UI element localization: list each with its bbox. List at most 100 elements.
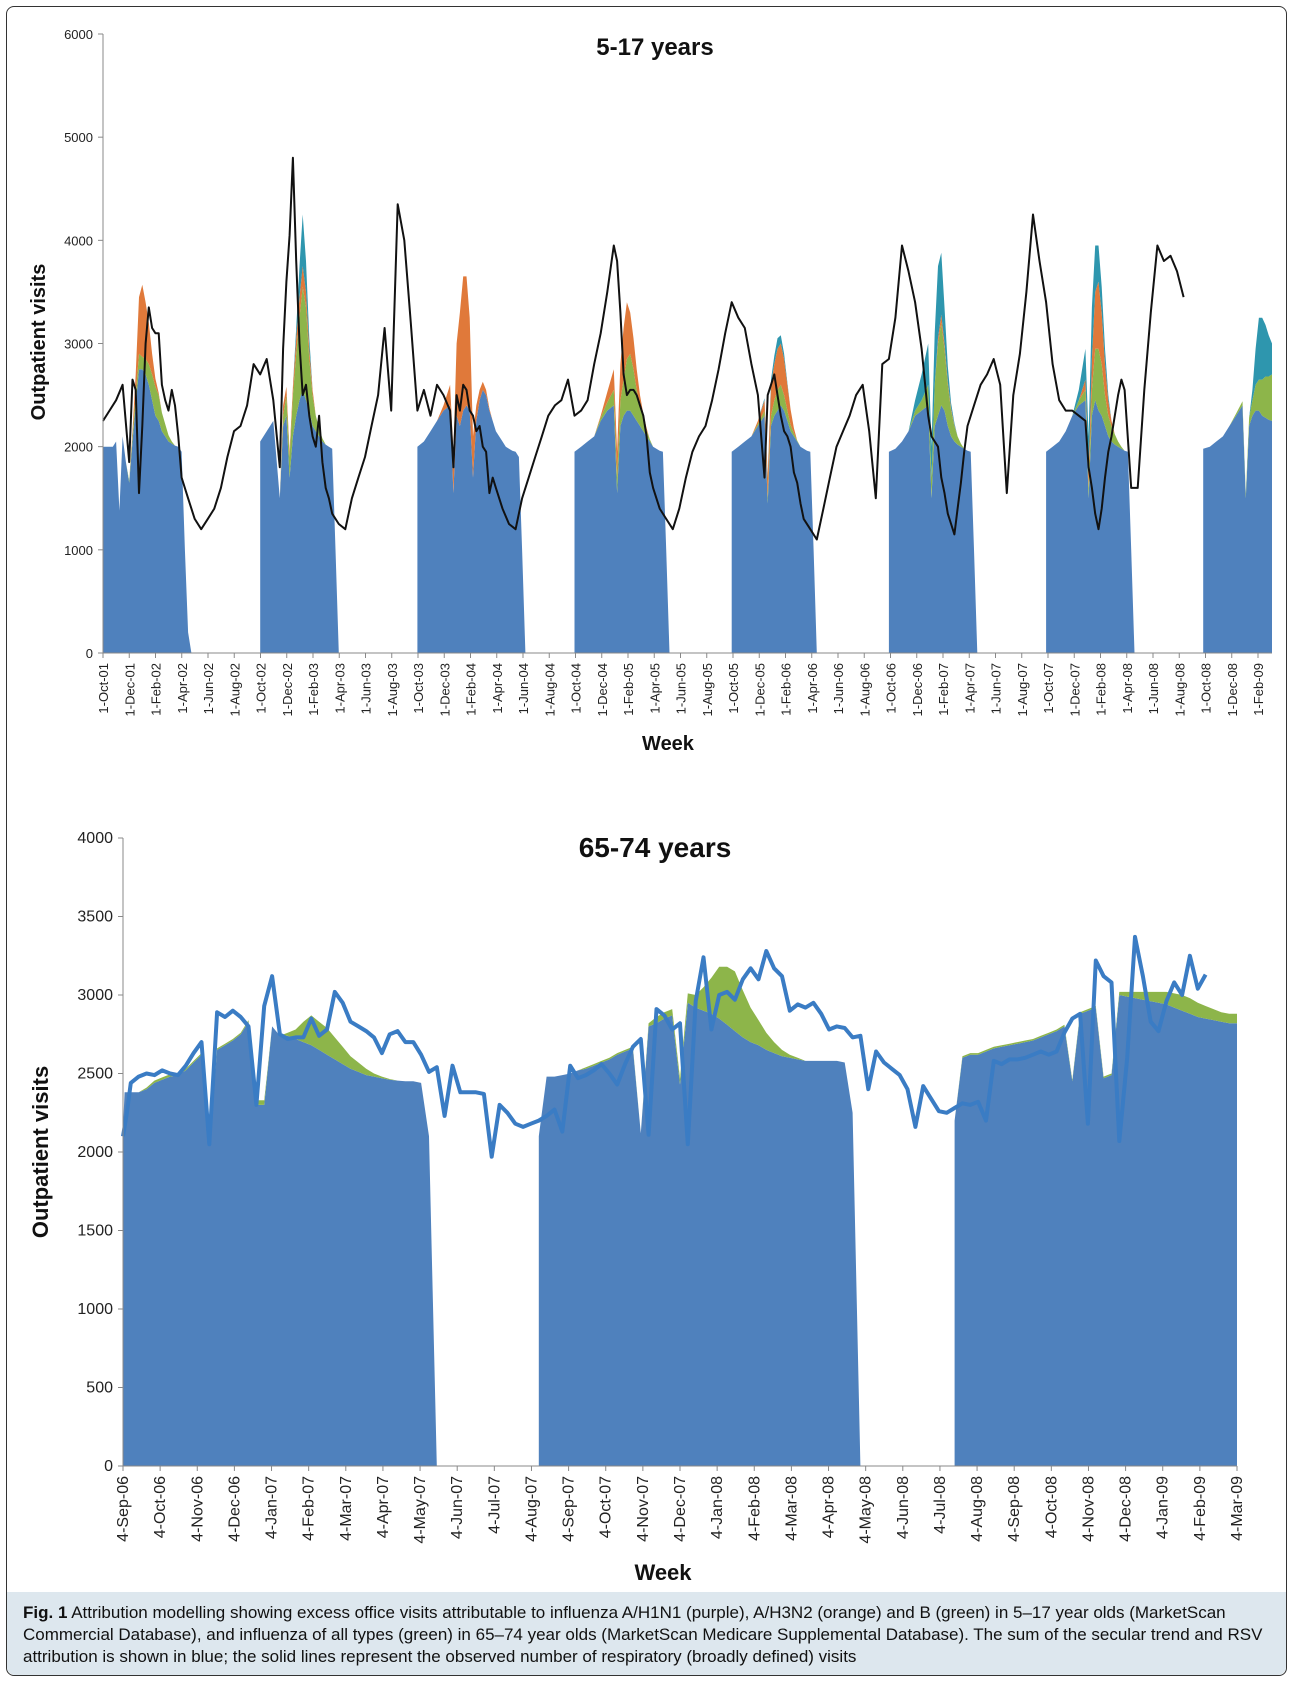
x-tick-label: 1-Feb-02 — [149, 663, 164, 716]
x-tick-label: 4-Mar-07 — [338, 1476, 355, 1541]
x-tick-label: 1-Feb-05 — [621, 663, 636, 716]
x-tick-label: 1-Apr-03 — [332, 663, 347, 714]
observed-line — [121, 934, 1208, 1159]
x-tick-label: 4-Jan-07 — [264, 1476, 281, 1539]
x-tick-label: 1-Aug-07 — [1015, 663, 1030, 716]
area-green-season-7 — [1046, 348, 1164, 653]
x-tick-label: 4-Jan-08 — [709, 1476, 726, 1539]
x-tick-label: 1-Aug-05 — [700, 663, 715, 716]
x-tick-label: 4-Feb-09 — [1192, 1476, 1209, 1541]
area-blue-season-1 — [103, 369, 215, 653]
x-tick-label: 4-Aug-08 — [969, 1476, 986, 1542]
y-tick-label: 4000 — [64, 233, 93, 248]
x-tick-label: 4-Nov-06 — [189, 1476, 206, 1542]
y-tick-label: 3000 — [64, 337, 93, 352]
x-tick-label: 1-Jun-04 — [516, 663, 531, 714]
area-green-season-4 — [574, 353, 693, 653]
x-tick-label: 1-Apr-06 — [805, 663, 820, 714]
x-tick-label: 4-Oct-07 — [598, 1476, 615, 1538]
x-tick-label: 4-Jun-08 — [895, 1476, 912, 1539]
x-tick-label: 1-Jun-07 — [989, 663, 1004, 714]
area-blue-season-6 — [888, 405, 1007, 653]
figure-caption: Fig. 1 Attribution modelling showing exc… — [7, 1592, 1286, 1675]
chart2-xlabel: Week — [634, 1560, 692, 1585]
x-tick-label: 1-Apr-04 — [490, 663, 505, 714]
area-teal-season-8 — [1203, 317, 1272, 495]
area-green-season-8 — [1203, 374, 1272, 499]
x-tick-label: 1-Jun-08 — [1146, 663, 1161, 714]
area-blue-season-4 — [574, 405, 693, 653]
x-tick-label: 1-Oct-08 — [1199, 663, 1214, 714]
chart1-ylabel: Outpatient visits — [28, 264, 50, 421]
x-tick-label: 1-Dec-04 — [595, 663, 610, 716]
y-tick-label: 0 — [104, 1458, 113, 1475]
area-blue-season-8 — [1203, 405, 1272, 653]
x-tick-label: 1-Oct-01 — [96, 663, 111, 714]
chart1-xlabel: Week — [642, 733, 695, 755]
chart1-observed-line-group — [102, 156, 1185, 541]
area-blue-season-2 — [260, 389, 346, 653]
y-tick-label: 5000 — [64, 130, 93, 145]
x-tick-label: 1-Apr-02 — [175, 663, 190, 714]
x-tick-label: 1-Feb-07 — [936, 663, 951, 716]
x-tick-label: 4-Sep-08 — [1006, 1476, 1023, 1542]
chart2-title: 65-74 years — [579, 832, 732, 863]
area-blue-season-3 — [417, 389, 529, 653]
caption-label: Fig. 1 — [23, 1603, 68, 1622]
x-tick-label: 1-Feb-03 — [306, 663, 321, 716]
x-tick-label: 1-Jun-05 — [674, 663, 689, 714]
chart1-axes: 0 1000 2000 3000 4000 5000 6000 1-Oct-01 1-Dec-0… — [64, 27, 1272, 716]
y-tick-label: 1000 — [64, 543, 93, 558]
x-tick-label: 4-Feb-07 — [301, 1476, 318, 1541]
chart2-ylabel: Outpatient visits — [28, 1066, 53, 1238]
x-tick-label: 1-Dec-07 — [1067, 663, 1082, 716]
area-green-season-6 — [888, 322, 1007, 653]
x-tick-label: 1-Feb-09 — [1251, 663, 1266, 716]
x-tick-label: 4-Dec-07 — [672, 1476, 689, 1542]
area-green-season-2 — [260, 286, 346, 653]
y-tick-label: 500 — [86, 1380, 113, 1397]
x-tick-label: 1-Jun-03 — [359, 663, 374, 714]
x-tick-label: 4-Feb-08 — [746, 1476, 763, 1541]
x-tick-label: 1-Aug-02 — [227, 663, 242, 716]
x-tick-label: 4-Jun-07 — [449, 1476, 466, 1539]
chart1-areas — [103, 214, 1272, 653]
x-tick-label: 1-Dec-05 — [752, 663, 767, 716]
x-tick-label: 4-Nov-07 — [635, 1476, 652, 1542]
x-tick-label: 1-Aug-04 — [542, 663, 557, 716]
x-tick-label: 1-Feb-08 — [1094, 663, 1109, 716]
x-tick-label: 1-Aug-03 — [385, 663, 400, 716]
x-tick-label: 1-Apr-05 — [647, 663, 662, 714]
y-tick-label: 4000 — [77, 830, 113, 847]
y-tick-label: 2000 — [77, 1144, 113, 1161]
x-tick-label: 4-Mar-09 — [1229, 1476, 1246, 1541]
x-tick-label: 4-Sep-07 — [561, 1476, 578, 1542]
x-tick-label: 1-Aug-06 — [857, 663, 872, 716]
x-tick-label: 4-Oct-06 — [152, 1476, 169, 1538]
x-tick-label: 1-Oct-07 — [1041, 663, 1056, 714]
x-tick-label: 1-Oct-02 — [254, 663, 269, 714]
x-tick-label: 1-Dec-06 — [910, 663, 925, 716]
chart-65-74-years: 0 500 1000 1500 2000 2500 3000 3500 4000 4-Sep-06… — [28, 830, 1246, 1585]
area-blue-season-1 — [123, 1021, 437, 1466]
x-tick-label: 4-Mar-08 — [783, 1476, 800, 1541]
x-tick-label: 1-Feb-04 — [464, 663, 479, 716]
x-tick-label: 1-Apr-08 — [1120, 663, 1135, 714]
y-tick-label: 2500 — [77, 1066, 113, 1083]
x-tick-label: 1-Oct-04 — [569, 663, 584, 714]
y-tick-label: 1500 — [77, 1223, 113, 1240]
x-tick-label: 4-Jan-09 — [1155, 1476, 1172, 1539]
x-tick-label: 4-Oct-08 — [1043, 1476, 1060, 1538]
x-tick-label: 4-Apr-07 — [375, 1476, 392, 1538]
x-tick-label: 1-Dec-01 — [122, 663, 137, 716]
x-tick-label: 1-Dec-03 — [437, 663, 452, 716]
x-tick-label: 4-Dec-06 — [226, 1476, 243, 1542]
area-orange-season-3 — [417, 276, 529, 653]
x-tick-label: 1-Dec-08 — [1225, 663, 1240, 716]
chart-5-17-years: 0 1000 2000 3000 4000 5000 6000 1-Oct-01 1-Dec-0… — [28, 27, 1272, 755]
x-tick-label: 4-Sep-06 — [115, 1476, 132, 1542]
y-tick-label: 1000 — [77, 1301, 113, 1318]
x-tick-label: 1-Feb-06 — [779, 663, 794, 716]
area-orange-season-6 — [888, 314, 1007, 653]
x-tick-label: 4-Aug-07 — [523, 1476, 540, 1542]
